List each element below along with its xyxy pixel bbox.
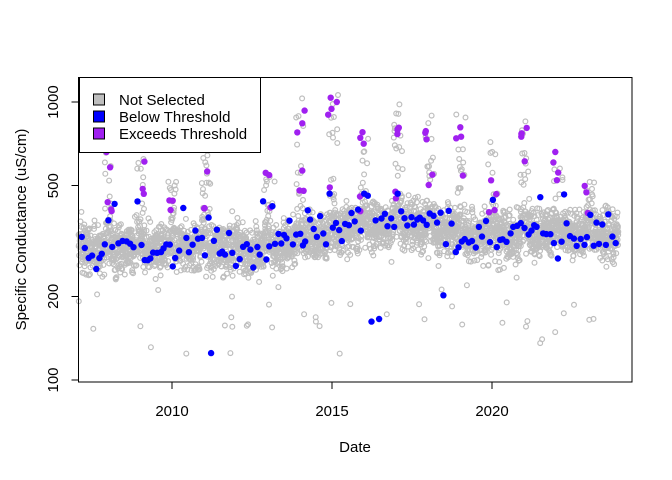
legend-label: Exceeds Threshold [119,126,247,143]
y-tick-label: 1000 [45,85,62,118]
y-axis-title: Specific Conductance (uS/cm) [13,129,30,331]
legend-box [79,77,261,153]
y-tick-label: 500 [45,173,62,198]
x-tick-label: 2015 [315,403,348,420]
y-tick-label: 100 [45,367,62,392]
legend-swatch [93,110,105,123]
legend-label: Below Threshold [119,109,230,126]
legend-swatch [93,93,105,106]
legend-label: Not Selected [119,92,205,109]
legend-swatch [93,127,105,140]
plot-box-border [78,77,633,383]
series-below-threshold-points [78,190,619,357]
y-axis: 100 200 500 1000 [45,85,79,393]
x-axis-title: Date [339,439,371,456]
y-tick-label: 200 [45,284,62,309]
x-tick-label: 2010 [155,403,188,420]
x-tick-label: 2020 [475,403,508,420]
x-axis: 2010 2015 2020 [155,382,509,420]
